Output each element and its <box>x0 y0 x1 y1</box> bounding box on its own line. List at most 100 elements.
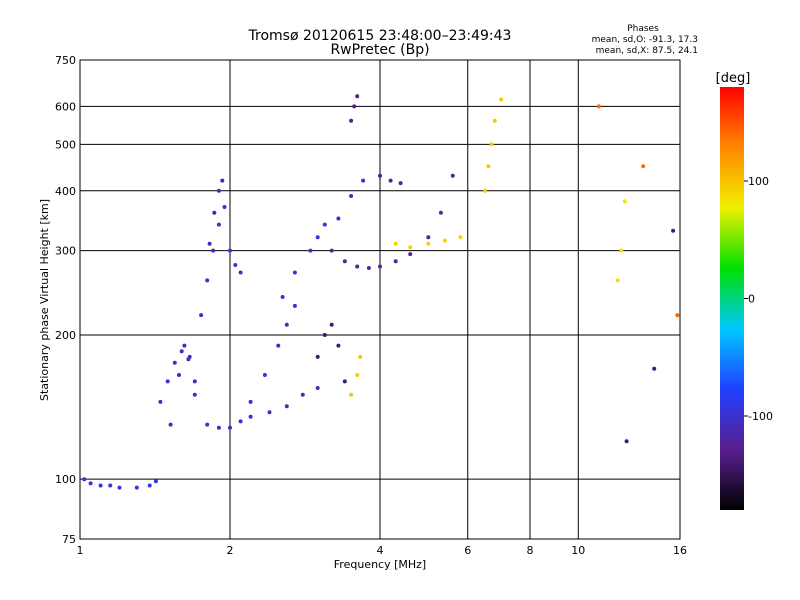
colorbar-ticks: 100 0 -100 <box>744 175 773 423</box>
data-point <box>315 386 320 390</box>
data-point <box>147 483 152 488</box>
data-point <box>262 373 267 377</box>
data-point <box>378 264 382 269</box>
data-points <box>82 94 680 490</box>
data-point <box>342 379 347 384</box>
data-point <box>349 194 354 198</box>
x-tick-label: 1 <box>77 544 84 557</box>
data-point <box>98 483 103 488</box>
data-point <box>205 278 210 283</box>
data-point <box>165 379 170 384</box>
data-point <box>228 425 232 430</box>
stats-heading: Phases <box>627 24 659 34</box>
y-tick-label: 400 <box>55 185 76 198</box>
grid-lines <box>79 59 681 540</box>
data-point <box>596 104 601 109</box>
data-point <box>192 379 197 384</box>
data-point <box>393 241 398 246</box>
data-point <box>499 97 504 102</box>
x-tick-label: 6 <box>464 544 471 557</box>
colorbar-tick-label: 100 <box>748 175 769 188</box>
data-point <box>212 210 217 215</box>
data-point <box>624 439 629 444</box>
data-point <box>489 142 494 147</box>
x-tick-label: 16 <box>673 544 687 557</box>
data-point <box>361 178 366 183</box>
data-point <box>378 173 382 178</box>
data-point <box>216 188 221 193</box>
data-point <box>205 422 210 427</box>
data-point <box>199 313 204 318</box>
data-point <box>284 322 289 327</box>
data-point <box>134 485 139 490</box>
y-tick-label: 100 <box>55 473 76 486</box>
data-point <box>216 222 221 227</box>
x-axis-label: Frequency [MHz] <box>334 558 426 571</box>
data-point <box>238 270 243 275</box>
data-point <box>329 322 334 327</box>
y-tick-label: 200 <box>55 329 76 342</box>
data-point <box>276 343 281 348</box>
data-point <box>329 248 334 253</box>
data-point <box>366 266 371 270</box>
data-point <box>408 245 413 250</box>
data-point <box>398 181 403 186</box>
colorbar <box>720 87 744 510</box>
data-point <box>336 216 341 221</box>
data-point <box>117 485 122 490</box>
data-point <box>483 188 488 193</box>
data-point <box>108 483 113 488</box>
data-point <box>172 360 177 365</box>
data-point <box>342 259 347 264</box>
stats-line-x: mean, sd,X: 87.5, 24.1 <box>596 46 698 56</box>
data-point <box>641 164 646 169</box>
data-point <box>315 235 320 240</box>
data-point <box>388 178 393 183</box>
data-point <box>179 349 184 354</box>
data-point <box>426 241 431 246</box>
chart-title: Tromsø 20120615 23:48:00–23:49:43 <box>248 28 512 44</box>
data-point <box>233 263 238 267</box>
data-point <box>408 252 413 257</box>
y-tick-label: 750 <box>55 54 76 67</box>
data-point <box>222 205 227 209</box>
data-point <box>158 399 163 404</box>
data-point <box>322 333 327 337</box>
y-tick-labels: 75 100 200 300 400 500 600 750 <box>55 54 76 546</box>
data-point <box>349 392 354 397</box>
data-point <box>355 373 360 377</box>
data-point <box>622 199 627 204</box>
data-point <box>615 278 620 283</box>
data-point <box>671 228 676 233</box>
data-point <box>358 354 363 359</box>
data-point <box>486 164 491 169</box>
x-tick-label: 8 <box>527 544 534 557</box>
data-point <box>284 404 289 409</box>
data-point <box>619 248 624 253</box>
data-point <box>300 392 305 397</box>
data-point <box>267 410 272 415</box>
colorbar-label: [deg] <box>716 71 751 86</box>
data-point <box>352 104 357 109</box>
data-point <box>182 343 187 348</box>
data-point <box>207 241 212 246</box>
data-point <box>228 248 232 253</box>
data-point <box>315 354 320 359</box>
data-point <box>355 94 360 99</box>
data-point <box>652 366 657 371</box>
y-axis-label: Stationary phase Virtual Height [km] <box>38 199 51 401</box>
x-tick-labels: 1 2 4 6 8 10 16 <box>77 544 688 557</box>
data-point <box>82 477 87 482</box>
data-point <box>393 259 398 264</box>
data-point <box>292 270 297 275</box>
data-point <box>308 248 313 253</box>
x-tick-label: 4 <box>377 544 384 557</box>
data-point <box>675 313 680 318</box>
colorbar-tick-label: -100 <box>748 410 773 423</box>
x-tick-label: 2 <box>227 544 234 557</box>
data-point <box>192 392 197 397</box>
data-point <box>355 264 360 269</box>
data-point <box>153 479 158 484</box>
data-point <box>211 248 216 253</box>
data-point <box>292 303 297 308</box>
